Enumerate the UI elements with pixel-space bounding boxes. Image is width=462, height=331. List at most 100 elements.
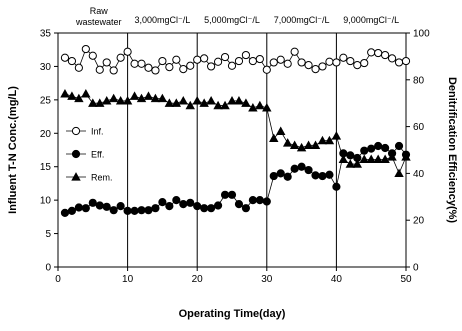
series-point-0 (255, 54, 264, 64)
series-point-2 (95, 98, 105, 107)
series-point-2 (241, 98, 251, 107)
series-point-1 (283, 172, 292, 181)
series-point-0 (60, 53, 70, 62)
series-point-1 (234, 200, 244, 209)
series-point-2 (157, 93, 168, 103)
series-point-1 (95, 201, 104, 210)
series-point-0 (81, 44, 90, 54)
series-point-1 (318, 171, 327, 181)
series-point-0 (346, 56, 355, 66)
series-point-0 (193, 55, 202, 64)
series-point-2 (303, 140, 314, 149)
series-point-2 (373, 154, 383, 164)
series-point-2 (324, 135, 335, 145)
phase-label-1: 3,000mgCl⁻/L (135, 15, 191, 25)
series-point-1 (179, 200, 188, 209)
series-point-1 (220, 190, 230, 199)
series-point-2 (213, 100, 223, 110)
series-point-1 (144, 206, 153, 215)
axes (54, 32, 410, 271)
series-point-1 (241, 204, 251, 213)
series-point-2 (115, 96, 126, 105)
series-point-0 (297, 58, 306, 67)
series-point-0 (311, 65, 320, 74)
series-point-1 (193, 202, 202, 211)
series-point-0 (401, 56, 411, 66)
series-point-1 (172, 196, 181, 205)
series-marks (60, 44, 411, 217)
y-right-tick-label: 20 (413, 216, 425, 227)
series-point-1 (60, 208, 70, 217)
series-point-2 (380, 154, 390, 164)
series-point-1 (88, 198, 97, 207)
y-left-tick-label: 0 (45, 263, 51, 274)
series-point-0 (325, 57, 334, 66)
series-point-1 (367, 144, 376, 153)
series-point-2 (143, 91, 154, 100)
series-point-0 (360, 58, 369, 68)
series-point-2 (192, 96, 202, 105)
series-point-2 (387, 152, 397, 161)
series-point-0 (109, 66, 118, 75)
series-point-1 (304, 165, 313, 175)
series-point-0 (248, 56, 257, 66)
series-point-1 (165, 202, 174, 211)
series-point-2 (352, 159, 362, 168)
series-point-0 (220, 52, 230, 62)
axis-titles: Operating Time(day) Influent T-N Conc.(mg… (7, 77, 458, 320)
series-point-2 (136, 93, 147, 103)
x-tick-label: 30 (261, 274, 273, 285)
series-point-1 (74, 203, 83, 212)
y-left-axis-title: Influent T-N Conc.(mg/L) (7, 86, 19, 214)
series-point-1 (290, 164, 299, 173)
series-point-0 (276, 55, 285, 64)
phase-label-4: 9,000mgCl⁻/L (343, 15, 399, 25)
series-point-0 (207, 62, 216, 71)
series-point-1 (311, 171, 320, 180)
series-point-2 (150, 93, 161, 103)
series-point-2 (74, 93, 84, 103)
series-point-1 (297, 162, 306, 171)
series-point-0 (353, 60, 362, 70)
legend-swatch-marker (71, 172, 81, 181)
series-point-2 (317, 135, 328, 145)
legend: Inf. Eff. Rem. (61, 120, 119, 186)
series-point-0 (227, 61, 237, 70)
legend-label: Inf. (91, 127, 104, 137)
series-point-2 (296, 142, 307, 152)
phase-label-raw-line1: Raw (90, 6, 109, 16)
series-point-0 (67, 56, 77, 66)
series-point-1 (151, 204, 160, 213)
legend-label: Rem. (91, 173, 113, 183)
series-point-1 (67, 206, 77, 215)
series-point-2 (129, 91, 140, 100)
phase-label-3: 7,000mgCl⁻/L (274, 15, 330, 25)
series-point-2 (276, 126, 286, 135)
series-point-1 (186, 198, 195, 207)
series-point-2 (122, 96, 133, 105)
series-point-2 (338, 154, 349, 164)
series-point-0 (130, 59, 139, 68)
series-point-2 (227, 96, 237, 105)
series-point-2 (289, 140, 300, 149)
y-right-tick-label: 40 (413, 169, 425, 180)
series-point-0 (116, 53, 125, 62)
series-point-0 (95, 65, 104, 74)
series-point-0 (269, 58, 278, 67)
series-point-0 (394, 58, 404, 67)
series-point-1 (109, 206, 118, 215)
series-point-0 (179, 65, 188, 74)
series-point-0 (290, 47, 299, 56)
series-point-1 (248, 196, 257, 205)
legend-swatch-marker (71, 149, 81, 159)
y-right-tick-label: 0 (413, 263, 419, 274)
series-point-1 (381, 143, 390, 153)
series-point-1 (158, 198, 167, 207)
series-point-2 (345, 159, 356, 168)
series-point-0 (241, 50, 251, 60)
series-point-1 (213, 201, 223, 210)
y-right-tick-label: 60 (413, 122, 425, 133)
series-point-0 (332, 58, 341, 67)
